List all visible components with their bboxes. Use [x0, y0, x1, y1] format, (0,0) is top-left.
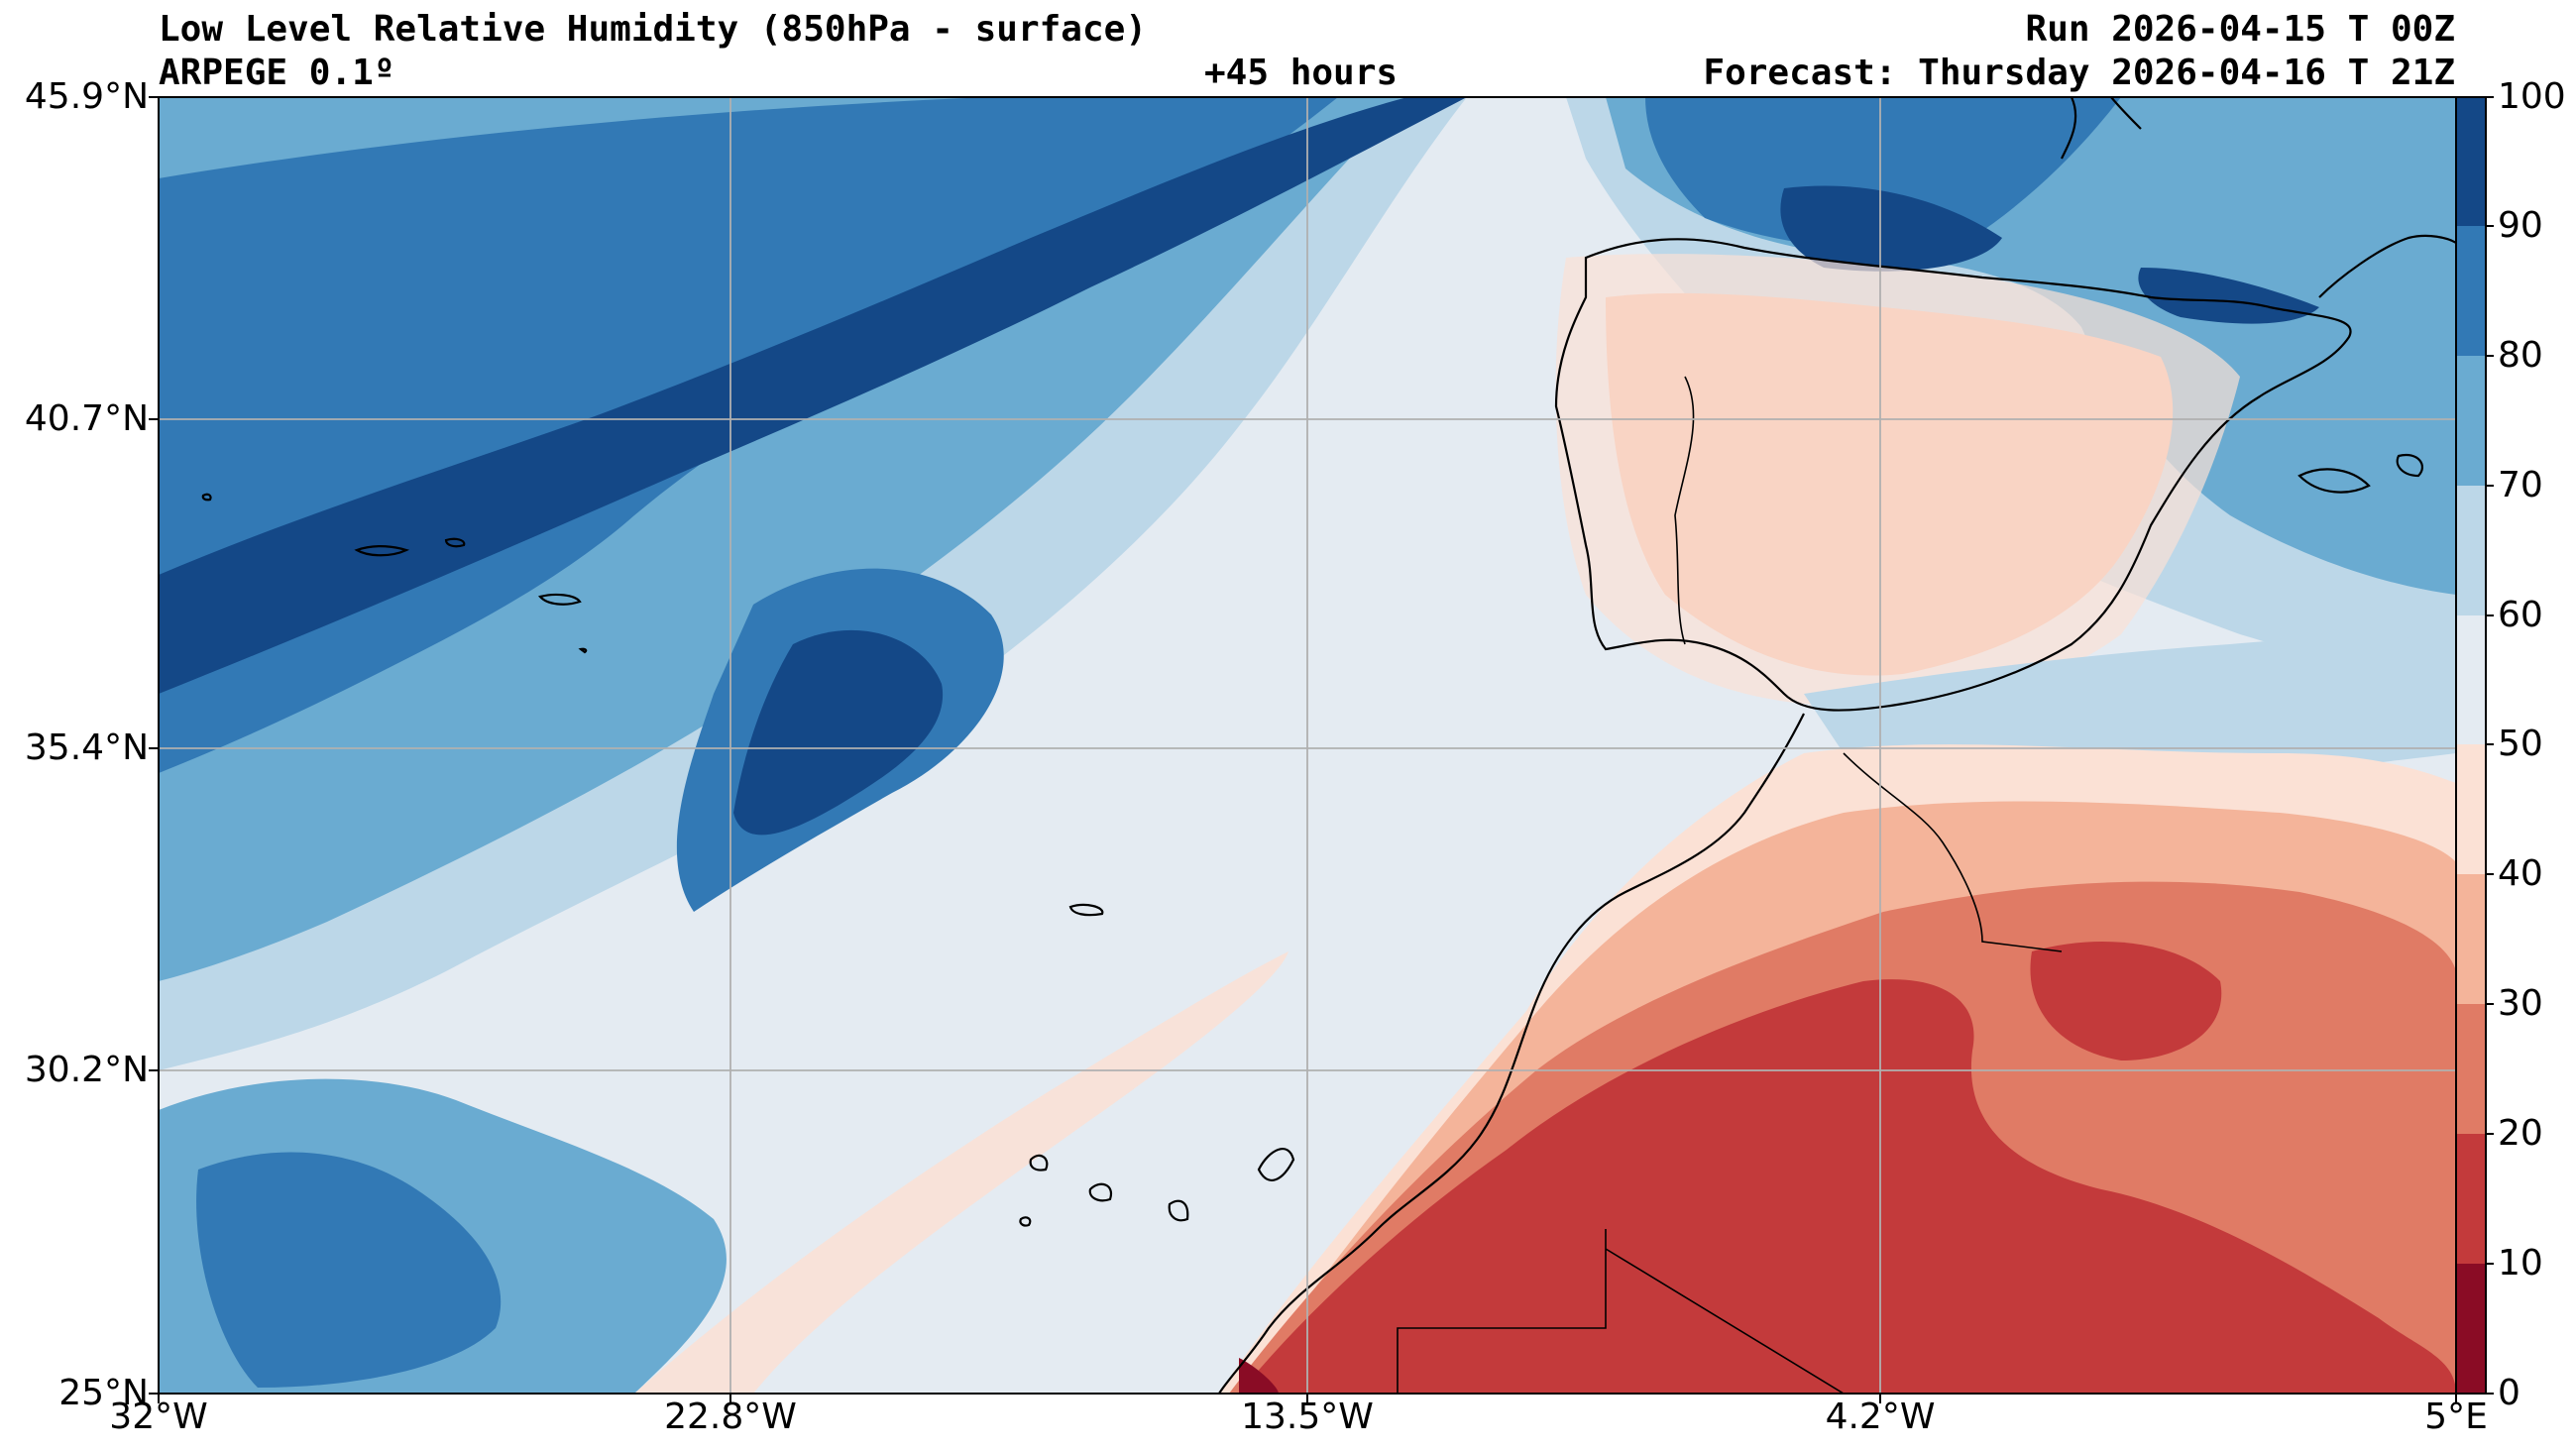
lon-tick-label: 4.2°W: [1825, 1396, 1936, 1437]
borders: [1397, 376, 2063, 1394]
colorbar-bin: [2456, 1264, 2486, 1394]
lead-time-label: +45 hours: [1204, 53, 1399, 93]
colorbar-label: 50: [2498, 724, 2543, 764]
moisture-band-core: [159, 97, 1467, 694]
moisture-blob-central-core: [733, 629, 944, 836]
lon-tick-label: 22.8°W: [664, 1396, 797, 1437]
colorbar-bin: [2456, 1134, 2486, 1264]
model-label: ARPEGE 0.1º: [159, 53, 395, 93]
sardinia-coast: [2396, 453, 2423, 478]
balearic-coast: [2297, 468, 2371, 494]
lat-tick-label: 30.2°N: [24, 1050, 149, 1090]
lat-tick-label: 25°N: [58, 1373, 149, 1413]
coastlines: [201, 97, 2456, 1394]
lon-tick-label: 13.5°W: [1241, 1396, 1374, 1437]
france-italy-coast: [2061, 97, 2456, 298]
colorbar-label: 100: [2498, 76, 2566, 117]
dry-africa-10: [1239, 979, 2456, 1394]
colorbar-bin: [2456, 486, 2486, 615]
axis-ticks: [149, 96, 2457, 1403]
colorbar-label: 90: [2498, 205, 2543, 246]
colorbar-label: 0: [2498, 1373, 2520, 1413]
dry-africa-east-10: [2030, 942, 2222, 1061]
moisture-sw-inner: [196, 1152, 502, 1388]
moisture-ne-core: [1780, 185, 2002, 272]
colorbar-bin: [2456, 615, 2486, 744]
colorbar-bin: [2456, 874, 2486, 1004]
colorbar-label: 10: [2498, 1243, 2543, 1284]
moisture-pyrenees: [2138, 268, 2319, 324]
madeira-coast: [1068, 903, 1104, 917]
lon-tick-label: 5°E: [2424, 1396, 2488, 1437]
africa-coast: [1218, 713, 1805, 1394]
azores-coast: [201, 493, 588, 654]
dry-africa-core: [1239, 1358, 1279, 1394]
colorbar-bin: [2456, 744, 2486, 874]
gridlines: [159, 97, 2456, 1394]
colorbar: [2455, 96, 2494, 1395]
colorbar-bin: [2456, 226, 2486, 356]
map-title: Low Level Relative Humidity (850hPa - su…: [159, 9, 1147, 50]
dry-iberia-edge: [1555, 254, 2240, 707]
colorbar-label: 30: [2498, 983, 2543, 1024]
dry-streak-ocean: [634, 951, 1288, 1394]
colorbar-bin: [2456, 97, 2486, 226]
lat-tick-label: 45.9°N: [24, 76, 149, 117]
lon-tick-label: 32°W: [109, 1396, 208, 1437]
iberia-coast: [1554, 238, 2352, 712]
colorbar-label: 60: [2498, 595, 2543, 635]
run-label: Run 2026-04-15 T 00Z: [2025, 9, 2455, 50]
lat-tick-label: 40.7°N: [24, 398, 149, 439]
colorbar-bin: [2456, 356, 2486, 486]
colorbar-bin: [2456, 1004, 2486, 1134]
canary-islands-coast: [1019, 1148, 1295, 1227]
colorbar-label: 20: [2498, 1113, 2543, 1154]
moisture-ne-high: [1645, 97, 2121, 249]
colorbar-label: 80: [2498, 335, 2543, 376]
lat-tick-label: 35.4°N: [24, 727, 149, 768]
colorbar-label: 40: [2498, 853, 2543, 894]
forecast-label: Forecast: Thursday 2026-04-16 T 21Z: [1703, 53, 2455, 93]
colorbar-label: 70: [2498, 465, 2543, 505]
